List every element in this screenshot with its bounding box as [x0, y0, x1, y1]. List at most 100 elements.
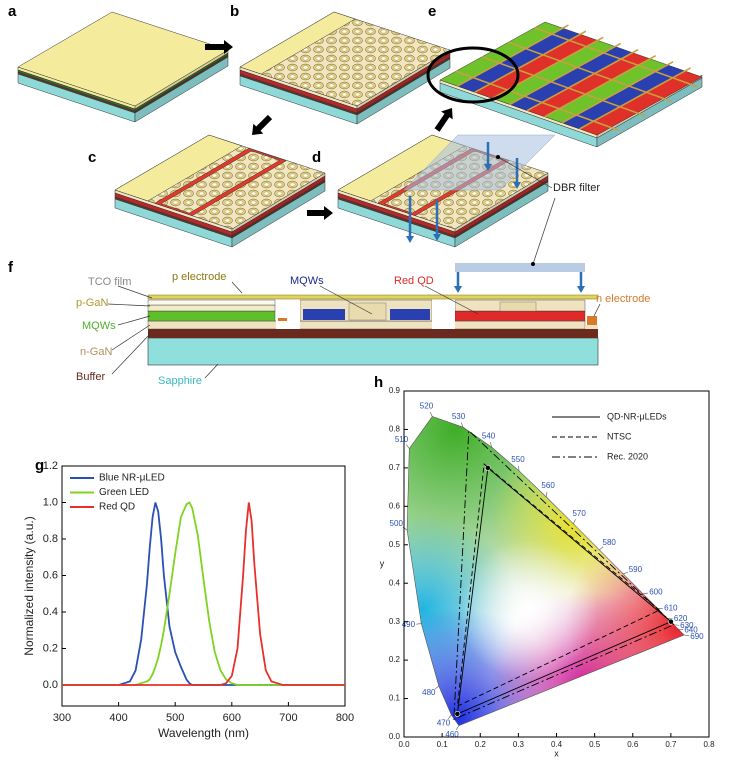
layer-label: n-GaN: [80, 346, 112, 358]
y-tick-label: 0.6: [389, 501, 401, 510]
process-arrow: [435, 108, 453, 132]
y-axis-title: Normalized intensity (a.u.): [22, 516, 36, 655]
sapphire-layer: [148, 338, 598, 365]
y-tick-label: 0.0: [43, 679, 58, 691]
leader-line: [205, 364, 218, 378]
legend-label: Rec. 2020: [607, 451, 648, 461]
wavelength-label: 550: [511, 455, 525, 464]
wavelength-label: 690: [690, 632, 704, 641]
wavelength-label: 560: [541, 481, 555, 490]
x-tick-label: 600: [223, 712, 241, 724]
legend-label: NTSC: [607, 431, 632, 441]
arrow-head: [454, 286, 462, 293]
x-tick-label: 0.1: [437, 740, 449, 749]
locus-tick: [643, 593, 648, 594]
y-tick-label: 0.2: [43, 642, 58, 654]
wavelength-label: 570: [572, 509, 586, 518]
mqw-blue: [303, 309, 345, 320]
spectrum-line: [62, 503, 345, 686]
trench: [432, 300, 455, 329]
spectrum-line: [62, 503, 345, 686]
leader-line: [118, 316, 150, 325]
locus-tick: [623, 572, 628, 574]
wavelength-label: 520: [420, 402, 434, 411]
buffer-layer: [148, 329, 598, 338]
locus-tick: [546, 492, 547, 497]
layer-label: TCO film: [88, 276, 131, 288]
y-tick-label: 1.2: [43, 460, 58, 472]
process-arrow: [252, 115, 272, 135]
wavelength-label: 480: [422, 688, 436, 697]
x-tick-label: 0.7: [665, 740, 677, 749]
locus-tick: [406, 445, 409, 449]
x-tick-label: 0.2: [475, 740, 487, 749]
panel-label: f: [8, 259, 14, 276]
x-tick-label: 500: [166, 712, 184, 724]
chromaticity-fill: [404, 391, 709, 737]
y-tick-label: 0.8: [389, 425, 401, 434]
wavelength-label: 600: [649, 587, 663, 596]
layer-label: Buffer: [76, 371, 105, 383]
leader-line: [533, 198, 555, 264]
y-tick-label: 0.5: [389, 540, 401, 549]
panel-label: a: [8, 3, 17, 20]
y-tick-label: 0.7: [389, 463, 401, 472]
layer-label: Sapphire: [158, 375, 202, 387]
diagram: [18, 12, 702, 247]
x-axis-title: Wavelength (nm): [158, 726, 249, 740]
layer-label: Red QD: [394, 275, 434, 287]
wavelength-label: 470: [437, 719, 451, 728]
wavelength-label: 510: [395, 435, 409, 444]
y-tick-label: 0.1: [389, 694, 401, 703]
layer-label: p-GaN: [76, 297, 108, 309]
mqw-blue: [390, 309, 430, 320]
pillar: [500, 302, 536, 311]
locus-tick: [416, 624, 421, 625]
panel-label: d: [312, 149, 321, 166]
tco-layer: [148, 300, 275, 305]
leader-dot: [496, 155, 500, 159]
legend-label: Blue NR-μLED: [99, 473, 165, 484]
x-tick-label: 700: [279, 712, 297, 724]
panel-label: c: [88, 149, 96, 166]
dbr-bar: [455, 263, 585, 272]
x-tick-label: 0.3: [513, 740, 525, 749]
n-gan-layer: [148, 321, 585, 329]
layer-label: n electrode: [596, 293, 650, 305]
y-tick-label: 0.3: [389, 617, 401, 626]
spectrum-line: [62, 503, 345, 686]
layer-label: MQWs: [82, 320, 116, 332]
process-arrow: [307, 206, 333, 220]
y-axis-title: y: [380, 558, 385, 568]
x-tick-label: 400: [109, 712, 127, 724]
y-tick-label: 0.2: [389, 655, 401, 664]
legend-label: Red QD: [99, 502, 135, 513]
layer-label: p electrode: [172, 271, 226, 283]
y-tick-label: 0.0: [389, 732, 401, 741]
legend-label: Green LED: [99, 487, 149, 498]
n-gan-ledge: [585, 325, 598, 329]
mqw-green: [148, 311, 275, 321]
leader-line: [112, 334, 150, 374]
locus-tick: [435, 686, 439, 689]
x-tick-label: 0.5: [589, 740, 601, 749]
panel-label: h: [374, 374, 383, 391]
panel-label: e: [428, 3, 436, 20]
leader-line: [594, 304, 600, 316]
electrode: [278, 318, 287, 321]
y-tick-label: 0.6: [43, 569, 58, 581]
p-gan-layer: [148, 305, 275, 311]
leader-line: [232, 282, 242, 293]
locus-tick: [599, 547, 603, 550]
wavelength-label: 590: [629, 565, 643, 574]
x-tick-label: 0.6: [627, 740, 639, 749]
fill-layer: [404, 391, 709, 737]
wavelength-label: 610: [664, 604, 678, 613]
layer-label: MQWs: [290, 275, 324, 287]
y-tick-label: 0.4: [389, 578, 401, 587]
wavelength-label: 460: [445, 730, 459, 739]
wavelength-label: 500: [390, 519, 404, 528]
